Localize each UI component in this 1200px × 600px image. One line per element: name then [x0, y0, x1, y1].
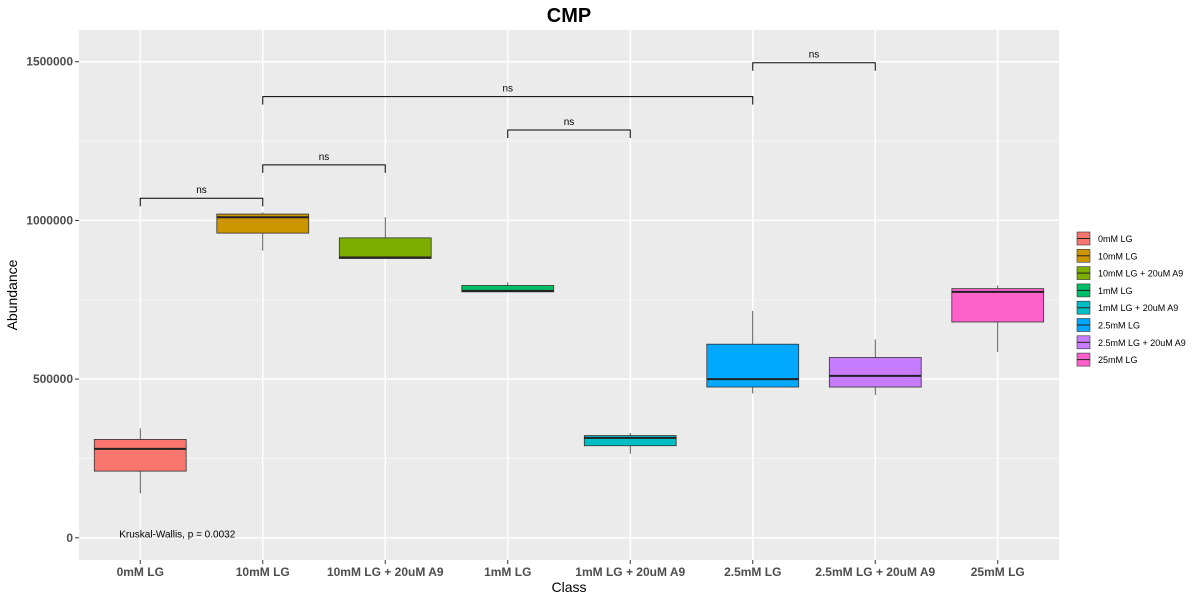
box-4 — [461, 282, 555, 293]
x-tick-label: 2.5mM LG — [724, 565, 781, 579]
bracket — [262, 164, 386, 173]
comparison-label: ns — [502, 84, 513, 95]
box-2 — [216, 212, 310, 251]
comparison-label: ns — [319, 152, 330, 163]
comparison-label: ns — [809, 50, 820, 61]
box-body — [216, 213, 310, 234]
grid-minor — [79, 140, 1059, 459]
y-tick-label: 1000000 — [26, 213, 73, 227]
y-tick-label: 1500000 — [26, 55, 73, 69]
legend-item-7: 2.5mM LG + 20uM A9 — [1076, 335, 1186, 350]
comparison-2: ns — [262, 152, 386, 173]
box-6 — [706, 310, 800, 394]
comparison-brackets: ns ns ns ns ns — [139, 50, 876, 207]
legend-label: 1mM LG — [1098, 286, 1133, 296]
box-5 — [583, 433, 677, 454]
comparison-4: ns — [262, 84, 754, 105]
bracket — [262, 96, 754, 105]
comparison-1: ns — [139, 185, 264, 207]
box-body — [583, 435, 677, 447]
x-tick-label: 10mM LG — [236, 565, 290, 579]
legend-item-5: 1mM LG + 20uM A9 — [1076, 300, 1178, 315]
y-axis-ticks: 0 500000 1000000 1500000 — [26, 55, 79, 545]
x-tick-label: 1mM LG — [484, 565, 531, 579]
x-tick-label: 2.5mM LG + 20uM A9 — [815, 565, 935, 579]
legend-item-2: 10mM LG — [1076, 249, 1138, 263]
bracket — [752, 62, 876, 71]
y-tick-label: 500000 — [33, 372, 73, 386]
kruskal-wallis-annotation: Kruskal-Wallis, p = 0.0032 — [119, 530, 236, 541]
box-7 — [828, 339, 922, 395]
x-axis-ticks: 0mM LG 10mM LG 10mM LG + 20uM A9 1mM LG 1mM … — [117, 560, 1025, 579]
x-tick-label: 10mM LG + 20uM A9 — [327, 565, 444, 579]
x-tick-label: 25mM LG — [971, 565, 1025, 579]
plot-panel — [79, 30, 1059, 560]
box-8 — [951, 285, 1045, 353]
legend-label: 2.5mM LG + 20uM A9 — [1098, 338, 1186, 348]
legend-label: 0mM LG — [1098, 234, 1133, 244]
bracket — [507, 129, 631, 138]
comparison-label: ns — [564, 117, 575, 128]
comparison-3: ns — [507, 117, 631, 138]
legend-item-6: 2.5mM LG — [1076, 318, 1140, 332]
box-body — [93, 439, 187, 472]
box-body — [706, 343, 800, 388]
legend-label: 25mM LG — [1098, 355, 1138, 365]
box-body — [951, 288, 1045, 323]
legend-label: 10mM LG + 20uM A9 — [1098, 269, 1183, 279]
legend-label: 1mM LG + 20uM A9 — [1098, 303, 1178, 313]
box-1 — [93, 428, 187, 494]
box-body — [338, 237, 432, 259]
bracket — [139, 197, 264, 207]
legend-label: 10mM LG — [1098, 251, 1138, 261]
legend: 0mM LG 10mM LG 10mM LG + 20uM A9 1mM LG 1mM … — [1076, 231, 1186, 367]
box-3 — [338, 217, 432, 259]
legend-item-8: 25mM LG — [1076, 352, 1138, 367]
x-tick-label: 0mM LG — [117, 565, 164, 579]
x-tick-label: 1mM LG + 20uM A9 — [575, 565, 685, 579]
legend-label: 2.5mM LG — [1098, 321, 1140, 331]
y-tick-label: 0 — [66, 531, 73, 545]
x-axis-title: Class — [551, 579, 586, 595]
box-body — [828, 357, 922, 388]
legend-item-1: 0mM LG — [1076, 231, 1133, 246]
y-axis-title: Abundance — [4, 259, 20, 330]
comparison-5: ns — [752, 50, 876, 71]
chart-title: CMP — [547, 5, 591, 27]
legend-item-3: 10mM LG + 20uM A9 — [1076, 266, 1183, 280]
comparison-label: ns — [196, 185, 207, 196]
legend-item-4: 1mM LG — [1076, 283, 1133, 298]
boxes — [93, 212, 1045, 494]
